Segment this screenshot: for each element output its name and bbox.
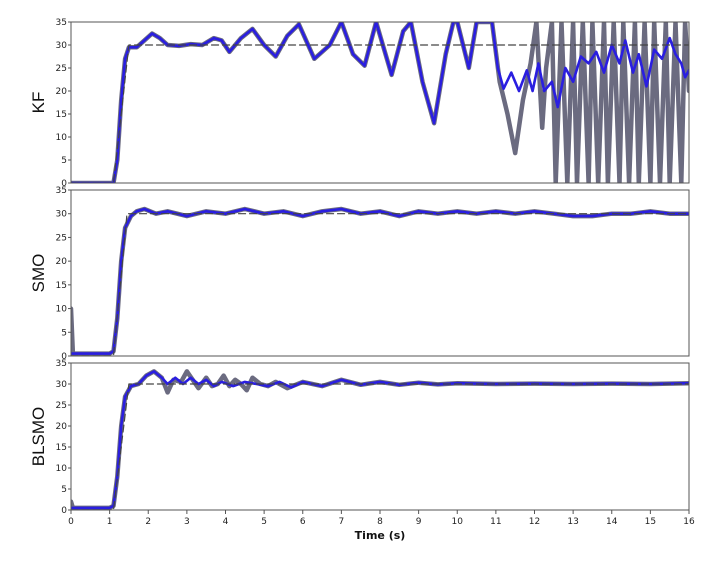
x-axis-title: Time (s)	[355, 529, 406, 542]
series-group	[71, 206, 689, 356]
y-tick-label: 20	[56, 257, 68, 267]
y-tick-label: 10	[56, 133, 68, 143]
x-tick-label: 3	[184, 517, 190, 527]
y-tick-label: 0	[61, 179, 67, 189]
y-tick-label: 25	[56, 401, 67, 411]
y-tick-label: 15	[56, 281, 67, 291]
x-tick-label: 15	[645, 517, 656, 527]
series-reference	[71, 44, 689, 183]
series-actual	[71, 206, 689, 356]
x-tick-label: 8	[377, 517, 383, 527]
panel-ylabel: SMO	[29, 254, 48, 293]
x-tick-label: 14	[606, 517, 618, 527]
x-tick-label: 4	[223, 517, 229, 527]
x-tick-label: 9	[416, 517, 422, 527]
series-actual	[71, 22, 689, 183]
y-tick-label: 0	[61, 506, 67, 516]
plot-frame	[70, 21, 690, 184]
panel-blsmo: 0 5 10 15 20 25 30 35 BLSMO	[29, 359, 690, 516]
y-tick-label: 5	[61, 485, 67, 495]
x-tick-label: 16	[683, 517, 695, 527]
y-tick-label: 10	[56, 464, 68, 474]
x-tick-label: 2	[145, 517, 151, 527]
plot-frame	[70, 189, 690, 357]
series-estimate	[71, 207, 689, 355]
x-tick-label: 13	[567, 517, 578, 527]
panel-ylabel: KF	[29, 92, 48, 114]
y-tick-label: 25	[56, 233, 67, 243]
y-tick-label: 35	[56, 186, 67, 196]
series-group	[71, 369, 689, 510]
series-actual	[71, 369, 689, 510]
y-tick-label: 30	[56, 380, 68, 390]
y-tick-label: 35	[56, 359, 67, 369]
y-tick-label: 5	[61, 156, 67, 166]
y-tick-label: 10	[56, 305, 68, 315]
series-reference	[71, 383, 689, 510]
y-tick-label: 30	[56, 41, 68, 51]
x-tick-label: 11	[490, 517, 501, 527]
y-tick-label: 20	[56, 87, 68, 97]
y-tick-label: 35	[56, 18, 67, 28]
panel-ylabel: BLSMO	[29, 407, 48, 467]
x-tick-label: 6	[300, 517, 306, 527]
y-tick-label: 20	[56, 422, 68, 432]
y-tick-label: 15	[56, 443, 67, 453]
x-tick-label: 10	[452, 517, 464, 527]
x-tick-label: 12	[529, 517, 540, 527]
y-tick-label: 25	[56, 64, 67, 74]
panel-kf: 0 5 10 15 20 25 30 35 KF	[29, 18, 690, 189]
x-tick-label: 5	[261, 517, 267, 527]
x-tick-label: 7	[339, 517, 345, 527]
series-reference	[71, 213, 689, 356]
y-tick-label: 15	[56, 110, 67, 120]
y-tick-label: 0	[61, 352, 67, 362]
series-group	[71, 22, 689, 183]
y-tick-label: 30	[56, 210, 68, 220]
x-tick-label: 0	[68, 517, 74, 527]
x-tick-label: 1	[107, 517, 113, 527]
y-tick-label: 5	[61, 328, 67, 338]
series-estimate	[71, 370, 689, 510]
panel-smo: 0 5 10 15 20 25 30 35 SMO	[29, 186, 690, 362]
